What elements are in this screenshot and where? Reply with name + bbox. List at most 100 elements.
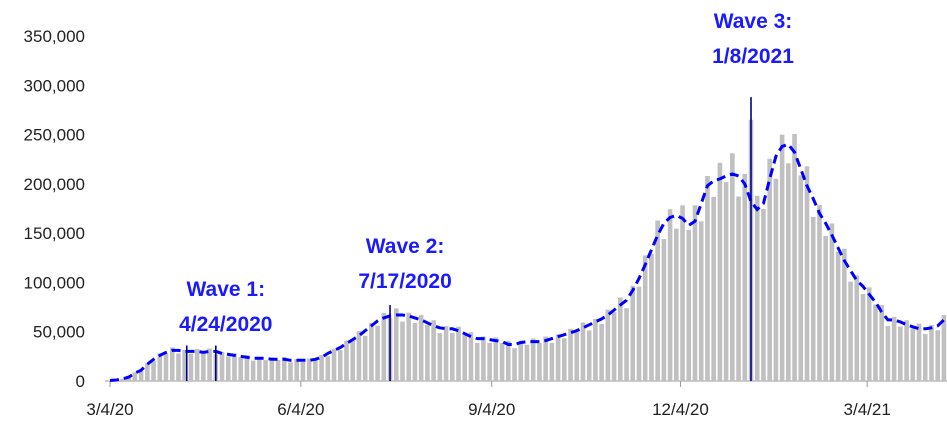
bar <box>331 348 337 381</box>
wave-annotation: 1/8/2021 <box>712 45 794 68</box>
bar <box>543 336 548 381</box>
bar <box>512 348 517 381</box>
bar <box>481 336 486 381</box>
bar <box>281 357 287 381</box>
bar <box>294 359 299 381</box>
bar <box>574 332 580 381</box>
y-tick-label: 300,000 <box>24 76 85 95</box>
bar <box>188 353 194 381</box>
bar <box>730 153 735 381</box>
bar <box>145 363 150 381</box>
bar <box>835 251 841 381</box>
bar <box>219 352 225 381</box>
bar <box>792 133 797 381</box>
bar <box>655 220 660 381</box>
bar <box>456 326 461 381</box>
bar <box>898 326 903 381</box>
moving-average-line <box>109 142 945 382</box>
bar <box>418 314 424 381</box>
bar <box>244 354 250 381</box>
bar <box>761 208 766 381</box>
x-tick-label: 12/4/20 <box>652 400 709 419</box>
bar <box>823 235 828 381</box>
bar <box>406 312 412 381</box>
bar <box>686 229 692 381</box>
bar <box>854 275 860 381</box>
wave-annotation: 7/17/2020 <box>358 270 451 293</box>
bar <box>138 371 144 381</box>
x-tick-label: 3/4/20 <box>86 400 133 419</box>
bar <box>518 340 524 381</box>
bar <box>723 182 729 381</box>
bar <box>393 308 399 381</box>
bar <box>549 342 555 381</box>
bar <box>711 196 716 381</box>
bar <box>935 330 941 381</box>
bar <box>636 286 642 381</box>
bar <box>257 357 262 381</box>
bar <box>232 353 237 381</box>
bar <box>182 349 187 381</box>
bar <box>120 378 125 381</box>
bar <box>263 360 268 381</box>
bar <box>842 248 847 381</box>
y-tick-label: 250,000 <box>24 126 85 145</box>
bar <box>680 205 685 381</box>
bar <box>269 357 275 381</box>
bar <box>344 340 349 381</box>
bar <box>350 340 356 381</box>
wave-annotation: Wave 3: <box>714 10 793 33</box>
bar <box>157 353 163 381</box>
bar <box>530 338 536 381</box>
bar <box>767 158 772 381</box>
bar <box>779 134 785 381</box>
wave-annotation: 4/24/2020 <box>179 313 272 336</box>
bar <box>674 228 679 381</box>
bar <box>848 281 853 381</box>
wave-annotation: Wave 2: <box>366 235 445 258</box>
bar <box>773 178 779 381</box>
y-tick-label: 200,000 <box>24 175 85 194</box>
bar <box>375 325 380 381</box>
bar <box>873 304 878 381</box>
bar-series <box>107 119 947 382</box>
bar <box>151 361 156 381</box>
wave-annotation: Wave 1: <box>186 278 265 301</box>
bar <box>169 347 175 381</box>
bar <box>306 358 312 381</box>
bar <box>337 350 343 381</box>
y-tick-label: 0 <box>76 372 85 391</box>
bar <box>742 174 748 381</box>
bar <box>126 377 131 381</box>
bar <box>325 356 331 381</box>
bar <box>642 255 648 381</box>
bar <box>381 312 387 381</box>
bar <box>462 335 468 381</box>
bar <box>132 372 138 381</box>
bar <box>474 342 480 381</box>
bar <box>201 353 206 381</box>
bar <box>804 166 810 381</box>
bar <box>207 348 212 381</box>
bar <box>468 332 474 381</box>
bar <box>630 285 636 381</box>
bar <box>319 354 324 381</box>
bar <box>369 323 374 381</box>
bar <box>300 361 306 381</box>
bar <box>288 362 293 381</box>
bar <box>362 335 368 381</box>
bar <box>194 349 200 381</box>
bar <box>698 221 704 381</box>
x-tick-label: 6/4/20 <box>277 400 324 419</box>
bar <box>916 323 922 381</box>
bar <box>568 328 573 381</box>
bar <box>667 209 673 381</box>
bar <box>275 360 281 381</box>
bar <box>829 223 835 381</box>
bar <box>400 321 405 381</box>
bar <box>618 297 623 381</box>
bar <box>866 287 872 381</box>
bar <box>593 318 598 381</box>
bar <box>929 325 934 381</box>
